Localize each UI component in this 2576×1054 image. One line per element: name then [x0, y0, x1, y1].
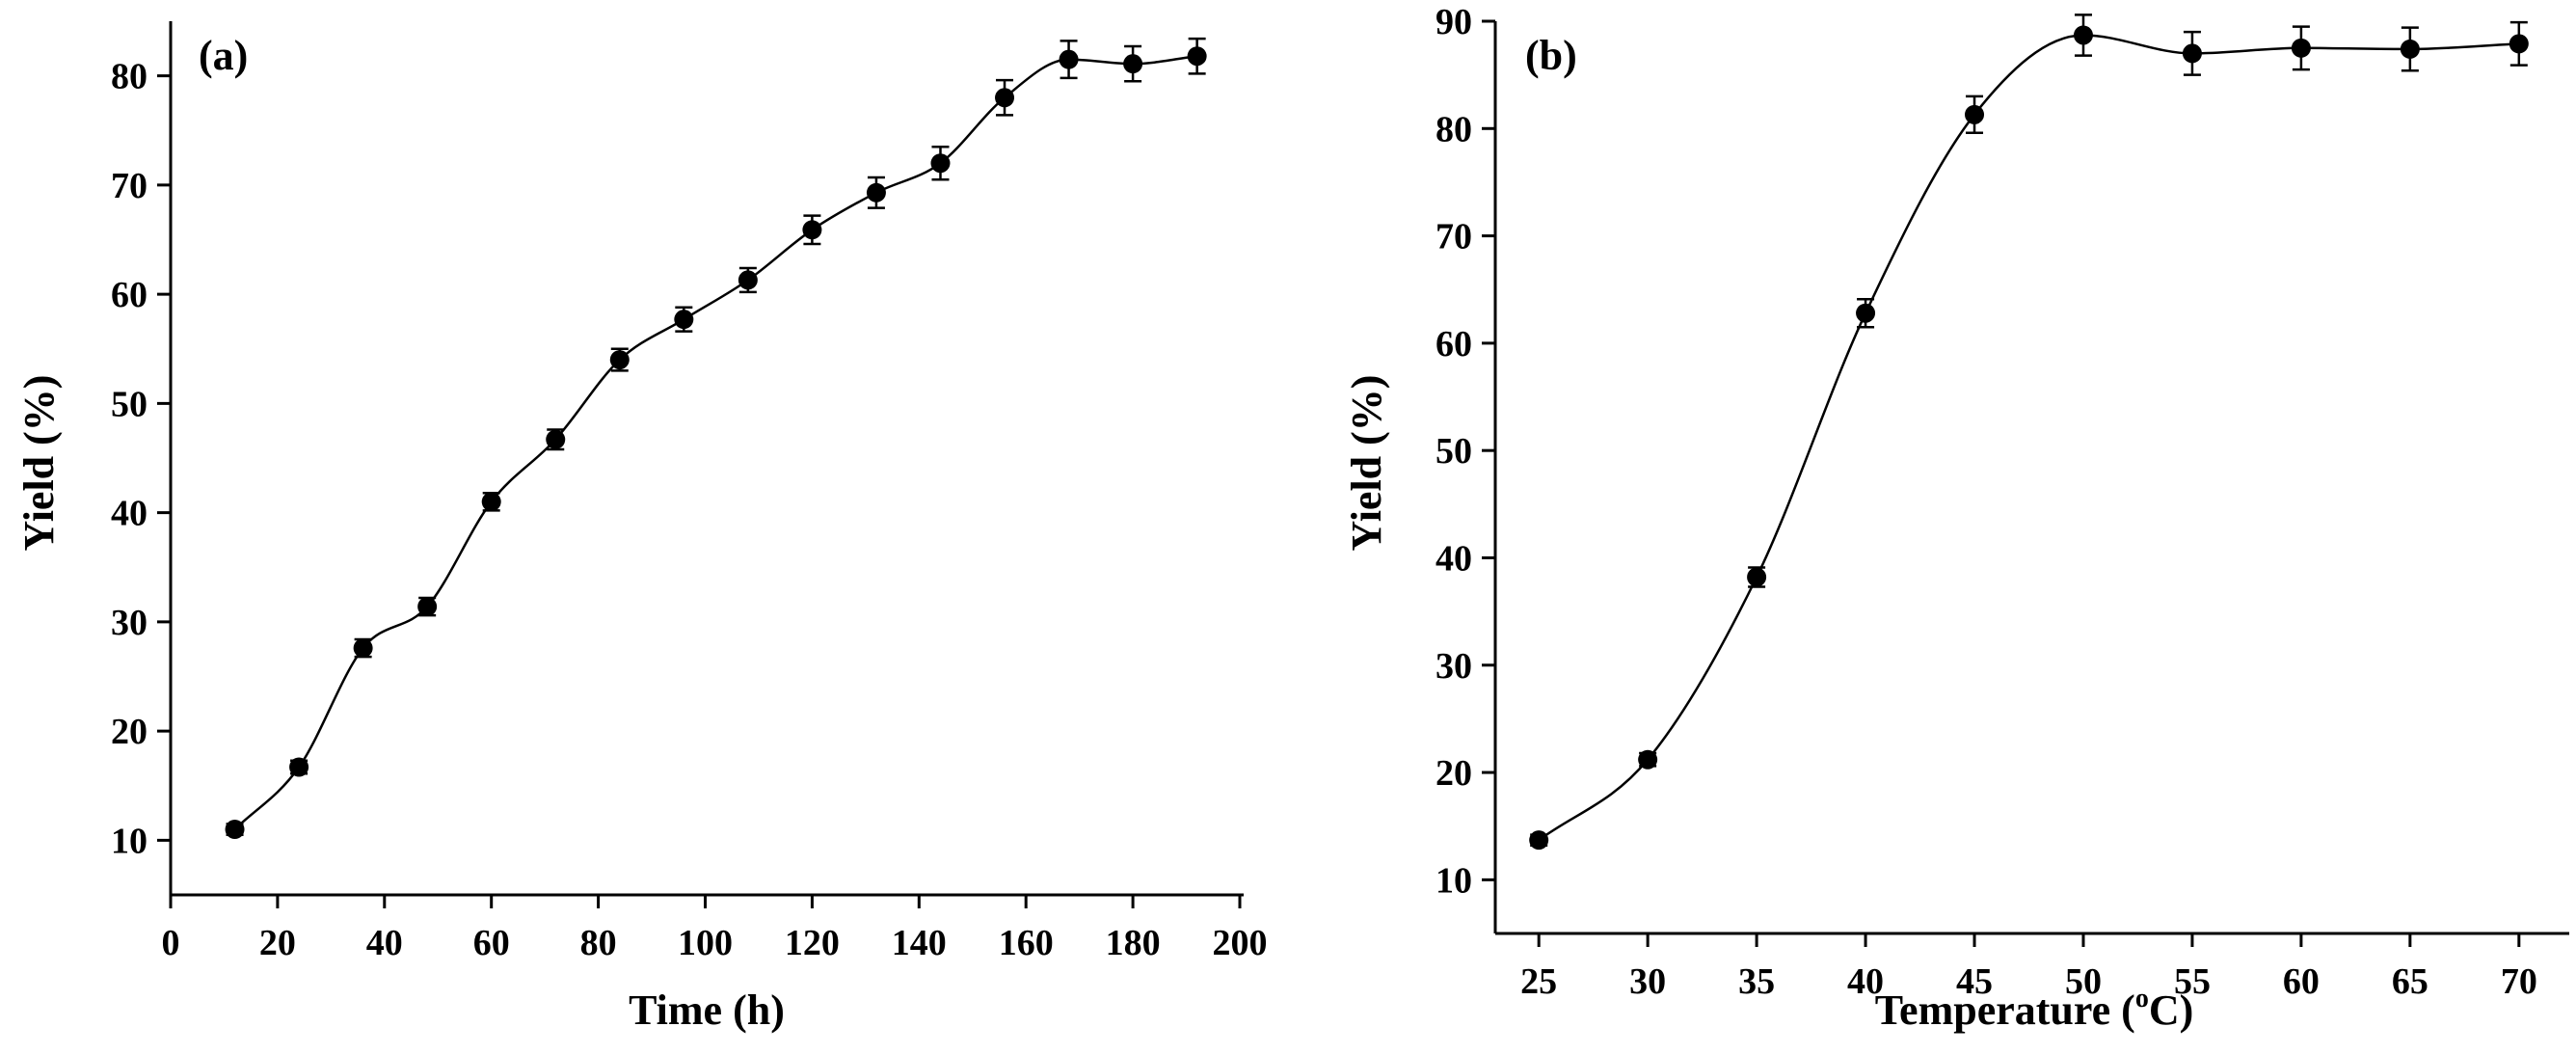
data-point: [866, 182, 886, 203]
x-tick-label: 55: [2174, 961, 2211, 1002]
y-tick-label: 30: [111, 603, 148, 643]
y-tick-label: 10: [111, 821, 148, 861]
data-point: [1638, 749, 1658, 770]
y-tick-label: 80: [1436, 109, 1472, 149]
data-point: [417, 597, 438, 617]
y-tick-label: 60: [111, 275, 148, 315]
fit-curve-a: [233, 54, 1197, 830]
data-point: [1529, 830, 1549, 851]
data-point: [738, 270, 758, 290]
y-tick-label: 90: [1436, 2, 1472, 42]
x-tick-label: 40: [1847, 961, 1884, 1002]
data-point: [481, 492, 501, 512]
y-tick-label: 10: [1436, 860, 1472, 901]
y-tick-label: 30: [1436, 646, 1472, 687]
x-axis-label-b-sup: o: [2135, 984, 2149, 1013]
chart-panel-b: 25 30 35 40 45 50 55 60 65 70 102030405060708090 …: [1343, 2, 2569, 1034]
x-tick-label: 65: [2392, 961, 2428, 1002]
data-point: [546, 429, 566, 449]
x-tick-label: 180: [1106, 923, 1161, 963]
data-point: [1187, 46, 1207, 67]
x-tick-label: 20: [259, 923, 296, 963]
y-tick-label: 70: [111, 166, 148, 206]
x-tick-label: 200: [1213, 923, 1268, 963]
y-tick-label: 60: [1436, 324, 1472, 365]
data-point: [674, 310, 694, 330]
x-tick-label: 50: [2065, 961, 2102, 1002]
x-tick-label: 35: [1738, 961, 1775, 1002]
y-axis-label-b: Yield (%): [1343, 375, 1390, 552]
data-point: [1059, 49, 1079, 69]
data-point: [2509, 34, 2529, 54]
x-tick-label: 25: [1520, 961, 1557, 1002]
y-tick-label: 20: [111, 712, 148, 752]
data-point: [2291, 38, 2311, 58]
panel-label-a: (a): [199, 32, 248, 79]
x-tick-label: 60: [473, 923, 510, 963]
data-point: [2182, 43, 2202, 64]
data-point: [2400, 39, 2420, 59]
x-tick-label: 30: [1629, 961, 1666, 1002]
y-tick-label: 20: [1436, 753, 1472, 794]
y-axis-label-a: Yield (%): [15, 375, 63, 552]
data-point: [930, 153, 951, 174]
x-tick-label: 140: [892, 923, 947, 963]
data-point: [225, 820, 245, 840]
y-tick-label: 70: [1436, 217, 1472, 257]
data-point: [289, 757, 309, 777]
x-tick-label: 0: [162, 923, 180, 963]
x-axis-label-b-start: Temperature (: [1875, 986, 2135, 1034]
y-tick-label: 80: [111, 57, 148, 97]
data-point: [1965, 104, 1985, 124]
fit-curve-b: [1538, 34, 2519, 842]
y-tick-label: 40: [111, 494, 148, 534]
x-tick-label: 160: [999, 923, 1054, 963]
chart-panel-a: 0 20 40 60 80 100 120 140 160 180 200 10 20 30 40 50 60…: [15, 21, 1268, 1034]
data-point: [995, 88, 1015, 108]
y-tick-label: 50: [1436, 431, 1472, 472]
x-tick-label: 80: [580, 923, 617, 963]
x-tick-label: 70: [2501, 961, 2537, 1002]
data-point: [1856, 303, 1876, 323]
x-axis-label-b-end: C): [2149, 986, 2193, 1034]
x-tick-label: 120: [785, 923, 840, 963]
x-tick-label: 100: [678, 923, 733, 963]
data-point: [2073, 25, 2093, 45]
data-point: [1747, 567, 1767, 587]
data-point: [353, 638, 373, 659]
x-axis-label-a: Time (h): [629, 986, 785, 1034]
y-tick-label: 50: [111, 384, 148, 424]
x-tick-label: 45: [1956, 961, 1993, 1002]
x-tick-label: 60: [2283, 961, 2320, 1002]
x-axis-label-b: Temperature (oC): [1875, 984, 2194, 1034]
data-point: [1123, 54, 1143, 74]
y-tick-label: 40: [1436, 538, 1472, 579]
x-tick-label: 40: [366, 923, 403, 963]
data-point: [802, 220, 822, 240]
data-point: [609, 350, 630, 370]
panel-label-b: (b): [1525, 32, 1577, 79]
